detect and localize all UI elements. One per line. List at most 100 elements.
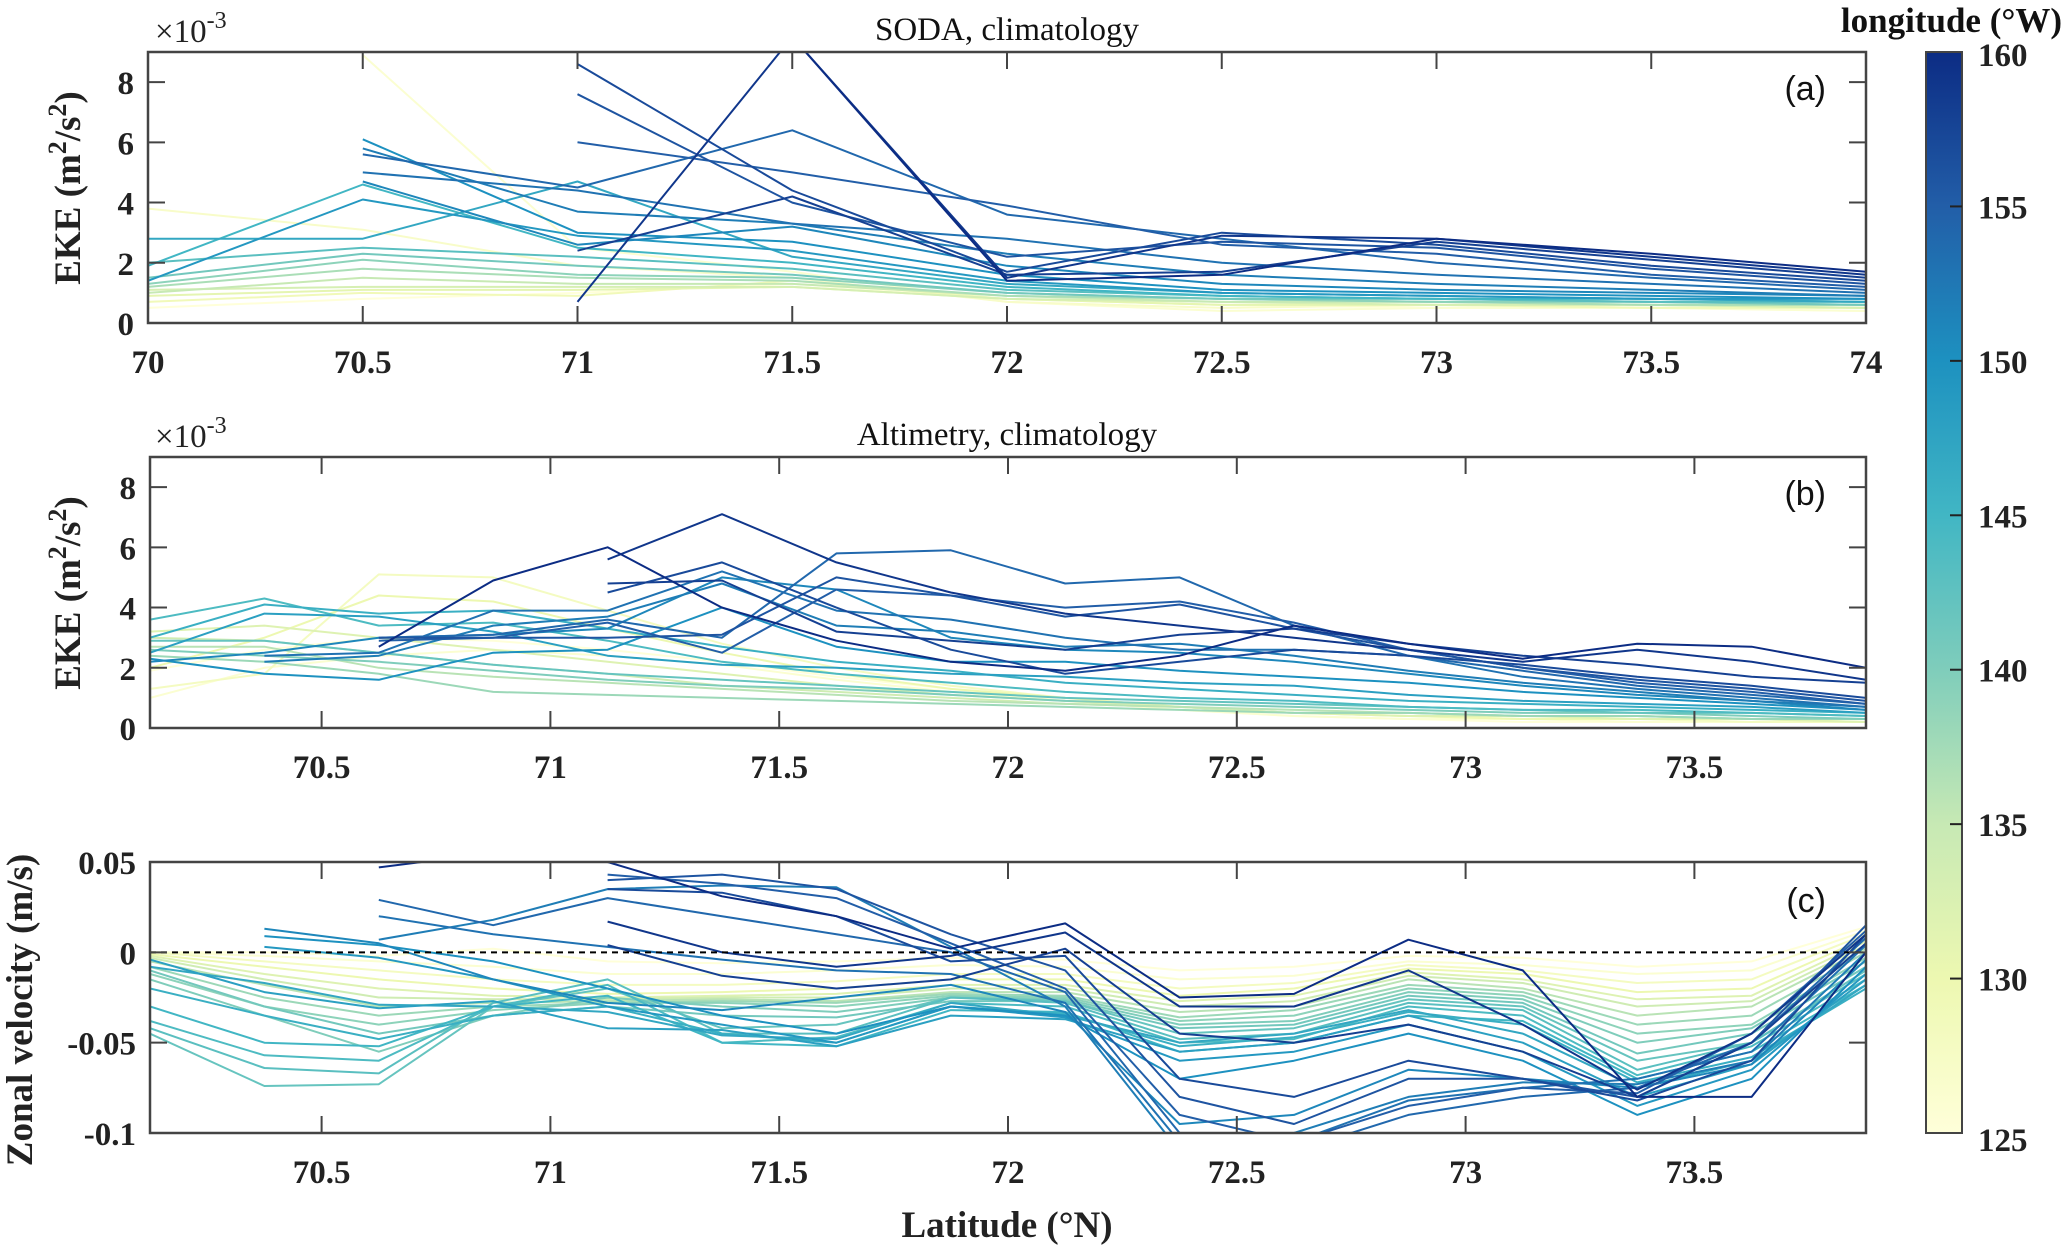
x-tick-label: 72.5 [1208, 1155, 1266, 1191]
panel-a: 70 70.5 71 71.5 72 72.5 73 73.5 74 0 2 4 6 8 SODA, cl… [43, 8, 1883, 381]
series-line-lon-126 [150, 648, 1866, 723]
series-line-lon-153 [264, 570, 1866, 708]
x-tick-label: 72 [991, 345, 1024, 381]
series-line-lon-150 [264, 935, 1866, 1116]
ylabel-a-end: ) [48, 91, 89, 103]
x-tick-label: 70.5 [293, 750, 351, 786]
y-tick-label: 4 [120, 592, 137, 628]
panel-a-y-multiplier: ×10-3 [155, 8, 227, 50]
ylabel-a-sup2: 2 [43, 104, 72, 117]
colorbar-tick-label: 140 [1978, 654, 2028, 690]
panel-b-lines [150, 513, 1866, 723]
series-line-lon-138 [150, 654, 1866, 720]
series-line-lon-157 [576, 63, 1866, 282]
panel-b-tag: (b) [1784, 475, 1826, 513]
panel-b-title: Altimetry, climatology [857, 417, 1158, 453]
series-line-lon-130 [150, 594, 1866, 723]
series-line-lon-152 [362, 147, 1866, 297]
x-tick-label: 72.5 [1193, 345, 1251, 381]
y-tick-label: -0.05 [67, 1027, 136, 1063]
x-tick-label: 73.5 [1666, 1155, 1724, 1191]
panel-c: 70.5 71 71.5 72 72.5 73 73.5 -0.1 -0.05 0 0.05 (c)… [0, 846, 1868, 1246]
colorbar-tick-label: 145 [1978, 499, 2028, 535]
colorbar-label: longitude (°W) [1841, 1, 2062, 40]
x-tick-label: 73.5 [1622, 345, 1680, 381]
y-tick-label: 4 [118, 187, 135, 223]
series-line-lon-148 [150, 612, 1866, 714]
y-tick-label: 8 [120, 471, 137, 507]
ylabel-b-sup1: 2 [43, 546, 72, 559]
x-tick-label: 73 [1449, 1155, 1482, 1191]
series-line-lon-155 [577, 141, 1866, 288]
series-line-lon-159 [607, 513, 1866, 681]
series-line-lon-152 [264, 582, 1866, 708]
y-tick-label: 0 [120, 712, 137, 748]
x-tick-label: 70.5 [334, 345, 392, 381]
series-line-lon-142 [150, 639, 1866, 717]
y-tick-label: -0.1 [84, 1117, 136, 1153]
y-tick-label: 2 [118, 247, 135, 283]
x-tick-label: 73 [1420, 345, 1453, 381]
series-line-lon-153 [362, 171, 1866, 294]
panel-c-lines [150, 862, 1866, 1133]
panel-a-tag: (a) [1784, 70, 1826, 108]
ylabel-b-mid: /s [48, 522, 89, 548]
y-tick-label: 0 [118, 307, 135, 343]
series-line-lon-156 [378, 576, 1866, 702]
y-tick-label: 8 [118, 66, 135, 102]
series-line-lon-140 [150, 648, 1866, 720]
series-line-lon-147 [148, 180, 1866, 303]
svg-text:×10-3: ×10-3 [155, 413, 227, 455]
panel-b-multiplier-base: ×10 [155, 419, 207, 455]
series-line-lon-138 [150, 951, 1866, 1026]
series-line-lon-154 [378, 549, 1866, 705]
series-line-lon-132 [150, 940, 1866, 1003]
series-line-lon-148 [150, 958, 1866, 1098]
series-line-lon-156 [577, 93, 1866, 285]
series-line-lon-144 [150, 978, 1866, 1077]
series-line-lon-160 [378, 862, 1866, 1098]
colorbar-tick-label: 125 [1978, 1123, 2028, 1159]
ylabel-b-main: EKE (m [48, 559, 89, 690]
colorbar-tick-label: 150 [1978, 345, 2028, 381]
x-tick-label: 72 [992, 750, 1025, 786]
series-line-lon-130 [150, 936, 1866, 997]
colorbar: 125 130 135 140 145 150 155 160 longitude (°W) [1841, 1, 2062, 1159]
panel-b-multiplier-exp: -3 [207, 413, 227, 439]
series-line-lon-158 [607, 942, 1866, 1098]
panel-a-lines [148, 52, 1866, 312]
panel-a-title: SODA, climatology [875, 12, 1139, 48]
y-tick-label: 6 [120, 531, 137, 567]
ylabel-a-main: EKE (m [48, 154, 89, 285]
x-tick-label: 70 [132, 345, 165, 381]
svg-text:×10-3: ×10-3 [155, 8, 227, 50]
x-tick-label: 72 [992, 1155, 1025, 1191]
panel-a-ticks: 70 70.5 71 71.5 72 72.5 73 73.5 74 0 2 4 6 8 [118, 52, 1883, 381]
panel-c-tag: (c) [1786, 882, 1826, 920]
series-line-lon-154 [362, 129, 1866, 291]
y-tick-label: 0 [120, 936, 137, 972]
colorbar-gradient [1925, 51, 1963, 1134]
series-line-lon-149 [264, 945, 1866, 1107]
ylabel-a-mid: /s [48, 117, 89, 143]
x-tick-label: 72.5 [1208, 750, 1266, 786]
series-line-lon-143 [148, 246, 1866, 303]
series-line-lon-139 [150, 956, 1866, 1035]
panel-b-y-multiplier: ×10-3 [155, 413, 227, 455]
series-line-lon-157 [607, 561, 1866, 699]
x-axis-label: Latitude (°N) [901, 1205, 1112, 1246]
x-tick-label: 73 [1449, 750, 1482, 786]
panel-a-multiplier-base: ×10 [155, 14, 207, 50]
series-line-lon-153 [378, 915, 1866, 1133]
series-line-lon-158 [577, 195, 1866, 279]
x-tick-label: 71.5 [763, 345, 821, 381]
series-line-lon-146 [150, 603, 1866, 714]
series-line-lon-160 [378, 546, 1866, 672]
x-tick-label: 71 [534, 750, 567, 786]
ylabel-b-end: ) [48, 496, 89, 508]
y-tick-label: 2 [120, 652, 137, 688]
panel-b-ticks: 70.5 71 71.5 72 72.5 73 73.5 0 2 4 6 8 [120, 457, 1866, 786]
colorbar-tick-label: 130 [1978, 963, 2028, 999]
x-tick-label: 73.5 [1666, 750, 1724, 786]
